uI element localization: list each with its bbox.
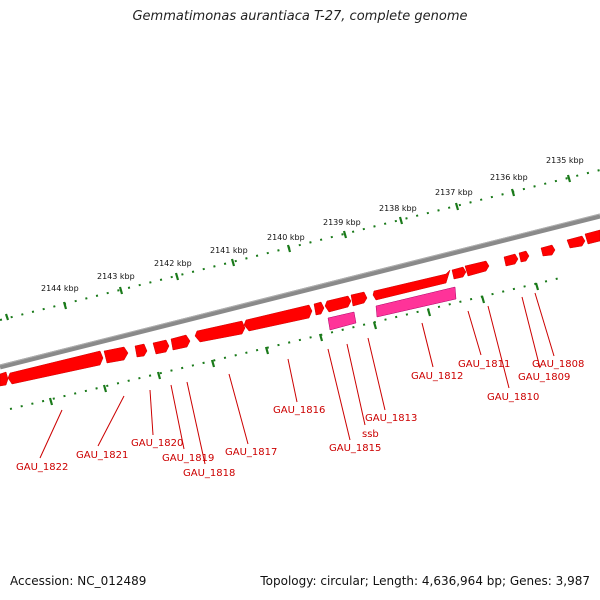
gene-label[interactable]: GAU_1818 [183, 468, 235, 479]
gene-arrow[interactable] [0, 371, 9, 387]
gene-label[interactable]: GAU_1821 [76, 450, 128, 461]
gene-label[interactable]: GAU_1813 [365, 413, 417, 424]
gene-label[interactable]: GAU_1817 [225, 447, 277, 458]
gene-arrow[interactable] [243, 304, 313, 332]
scale-label: 2135 kbp [546, 156, 584, 165]
gene-arrow[interactable] [503, 253, 519, 267]
gene-label[interactable]: ssb [362, 429, 379, 440]
gene-arrow[interactable] [584, 229, 600, 245]
genome-summary: Topology: circular; Length: 4,636,964 bp… [260, 574, 590, 588]
gene-arrow[interactable] [194, 320, 246, 343]
scale-label: 2144 kbp [41, 284, 79, 293]
gene-arrow[interactable] [518, 250, 530, 263]
gene-arrow-highlight[interactable] [327, 311, 357, 331]
gene-arrow[interactable] [7, 350, 104, 385]
gene-arrow[interactable] [313, 301, 325, 316]
scale-track-upper [0, 169, 600, 321]
gene-arrow[interactable] [464, 260, 490, 277]
gene-label[interactable]: GAU_1812 [411, 371, 463, 382]
gene-label[interactable]: GAU_1820 [131, 438, 183, 449]
gene-arrow[interactable] [451, 266, 467, 280]
gene-label[interactable]: GAU_1809 [518, 372, 570, 383]
gene-label[interactable]: GAU_1808 [532, 359, 584, 370]
scale-label: 2139 kbp [323, 218, 361, 227]
gene-arrow[interactable] [134, 343, 148, 358]
scale-label: 2143 kbp [97, 272, 135, 281]
scale-label: 2140 kbp [267, 233, 305, 242]
gene-label[interactable]: GAU_1810 [487, 392, 539, 403]
scale-label: 2136 kbp [490, 173, 528, 182]
gene-label[interactable]: GAU_1816 [273, 405, 325, 416]
gene-label[interactable]: GAU_1815 [329, 443, 381, 454]
gene-arrow[interactable] [350, 291, 368, 307]
scale-label: 2142 kbp [154, 259, 192, 268]
gene-arrow[interactable] [103, 346, 129, 364]
scale-ticks [4, 174, 572, 406]
leader-lines [39, 292, 555, 465]
scale-label: 2138 kbp [379, 204, 417, 213]
gene-arrow[interactable] [170, 334, 191, 351]
gene-arrow-highlight[interactable] [375, 286, 457, 318]
map-title: Gemmatimonas aurantiaca T-27, complete g… [132, 9, 468, 24]
gene-features [0, 229, 600, 387]
gene-arrow[interactable] [566, 235, 586, 249]
genome-backbone [0, 213, 600, 370]
gene-label[interactable]: GAU_1822 [16, 462, 68, 473]
gene-arrow[interactable] [540, 244, 556, 257]
scale-label: 2141 kbp [210, 246, 248, 255]
gene-label[interactable]: GAU_1819 [162, 453, 214, 464]
accession-label: Accession: NC_012489 [10, 574, 147, 588]
gene-arrow[interactable] [324, 295, 352, 313]
gene-label[interactable]: GAU_1811 [458, 359, 510, 370]
gene-arrow[interactable] [372, 269, 451, 301]
scale-label: 2137 kbp [435, 188, 473, 197]
gene-arrow[interactable] [152, 339, 170, 355]
